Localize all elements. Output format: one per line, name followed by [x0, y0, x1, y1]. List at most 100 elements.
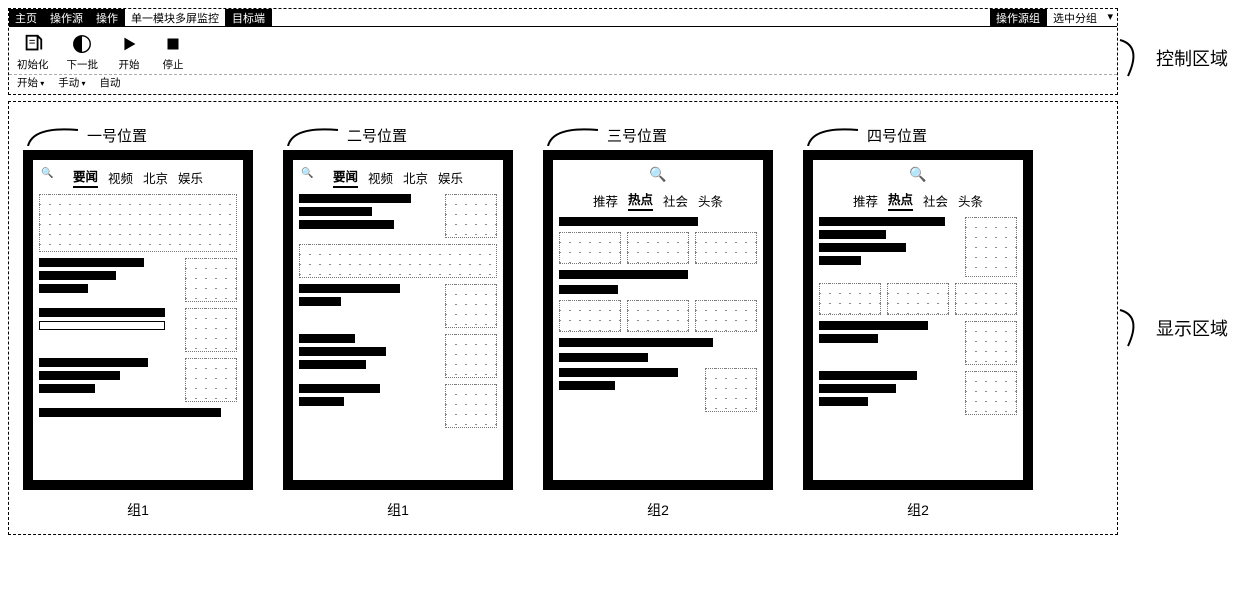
group-2-label-b: 组2 [907, 500, 929, 520]
dev4-search[interactable]: 🔍 [819, 166, 1017, 183]
search-icon[interactable]: 🔍 [301, 168, 313, 179]
text-bar [299, 384, 380, 393]
text-bar [559, 338, 713, 347]
text-bar [299, 360, 366, 369]
dev3-tabs: 推荐 热点 社会 头条 [559, 189, 757, 211]
dev2-tab-2[interactable]: 北京 [403, 168, 428, 187]
tab-active-monitor[interactable]: 单一模块多屏监控 [125, 9, 226, 26]
dev2-tab-0[interactable]: 要闻 [333, 166, 358, 188]
text-bar [559, 217, 698, 226]
dev3-search[interactable]: 🔍 [559, 166, 757, 183]
dev1-hero [39, 194, 237, 252]
text-bar [819, 371, 917, 380]
text-bar [39, 308, 165, 317]
tab-target[interactable]: 目标端 [226, 9, 272, 26]
globe-icon [69, 33, 95, 55]
thumb [185, 308, 237, 352]
thumb [965, 217, 1017, 277]
control-area-callout: 控制区域 [1118, 38, 1228, 78]
thumb [705, 368, 757, 412]
tab-ops[interactable]: 操作 [90, 9, 125, 26]
callout-curve-icon [1118, 38, 1152, 78]
text-bar [299, 207, 372, 216]
thumb [965, 371, 1017, 415]
dev4-tab-3[interactable]: 头条 [958, 191, 983, 210]
dev3-tab-3[interactable]: 头条 [698, 191, 723, 210]
dev3-tab-0[interactable]: 推荐 [593, 191, 618, 210]
slot-1: 一号位置 🔍 要闻 视频 北京 娱乐 [23, 120, 253, 520]
display-area-callout: 显示区域 [1118, 308, 1228, 348]
stop-button[interactable]: 停止 [160, 33, 186, 72]
dev4-tab-2[interactable]: 社会 [923, 191, 948, 210]
tab-strip: 主页 操作源 操作 单一模块多屏监控 目标端 操作源组 选中分组 [9, 9, 1117, 27]
thumb [445, 384, 497, 428]
callout-curve-icon [803, 124, 863, 146]
callout-curve-icon [543, 124, 603, 146]
text-bar [819, 217, 945, 226]
text-bar [39, 258, 144, 267]
thumb [445, 284, 497, 328]
dev3-thumbs-2 [559, 300, 757, 332]
text-bar [39, 321, 165, 330]
device-4: 🔍 推荐 热点 社会 头条 [803, 150, 1033, 490]
mini-auto[interactable]: 自动 [100, 75, 121, 90]
dev1-tab-0[interactable]: 要闻 [73, 166, 98, 188]
text-bar [299, 220, 394, 229]
text-bar [299, 347, 386, 356]
mini-strip: 开始 手动 自动 [9, 74, 1117, 92]
text-bar [819, 321, 928, 330]
dev4-tab-1[interactable]: 热点 [888, 189, 913, 211]
slot-4: 四号位置 🔍 推荐 热点 社会 头条 [803, 120, 1033, 520]
dev3-tab-1[interactable]: 热点 [628, 189, 653, 211]
dev1-tabs: 🔍 要闻 视频 北京 娱乐 [39, 166, 237, 188]
mini-open[interactable]: 开始 [17, 75, 44, 90]
dev4-tab-0[interactable]: 推荐 [853, 191, 878, 210]
tab-source[interactable]: 操作源 [44, 9, 90, 26]
text-bar [39, 271, 116, 280]
text-bar [819, 384, 896, 393]
play-icon [116, 33, 142, 55]
dev2-tab-1[interactable]: 视频 [368, 168, 393, 187]
thumb [445, 334, 497, 378]
dev1-tab-1[interactable]: 视频 [108, 168, 133, 187]
mini-manual[interactable]: 手动 [58, 75, 85, 90]
display-area: 一号位置 🔍 要闻 视频 北京 娱乐 [8, 101, 1118, 535]
device-1: 🔍 要闻 视频 北京 娱乐 [23, 150, 253, 490]
device-row: 一号位置 🔍 要闻 视频 北京 娱乐 [23, 120, 1103, 520]
dev1-tab-3[interactable]: 娱乐 [178, 168, 203, 187]
dev2-wide [299, 244, 497, 278]
group-1-label-a: 组1 [127, 500, 149, 520]
init-button[interactable]: 初始化 [17, 33, 49, 72]
group-dropdown[interactable]: 选中分组 [1046, 9, 1117, 26]
next-batch-button[interactable]: 下一批 [67, 33, 99, 72]
pos-3-label: 三号位置 [607, 125, 667, 146]
text-bar [819, 230, 886, 239]
thumb [445, 194, 497, 238]
document-icon [20, 33, 46, 55]
init-label: 初始化 [17, 57, 49, 72]
start-button[interactable]: 开始 [116, 33, 142, 72]
tab-right-block: 操作源组 [990, 9, 1046, 26]
text-bar [559, 368, 678, 377]
text-bar [819, 334, 878, 343]
display-area-label: 显示区域 [1156, 315, 1228, 341]
search-icon[interactable]: 🔍 [41, 168, 53, 179]
control-area-label: 控制区域 [1156, 45, 1228, 71]
dev1-tab-2[interactable]: 北京 [143, 168, 168, 187]
text-bar [299, 194, 411, 203]
slot-2: 二号位置 🔍 要闻 视频 北京 娱乐 [283, 120, 513, 520]
dev3-tab-2[interactable]: 社会 [663, 191, 688, 210]
text-bar [559, 353, 648, 362]
pos-4-label: 四号位置 [867, 125, 927, 146]
tab-home[interactable]: 主页 [9, 9, 44, 26]
group-1-label-b: 组1 [387, 500, 409, 520]
pos-2-label: 二号位置 [347, 125, 407, 146]
thumb [185, 358, 237, 402]
slot-3: 三号位置 🔍 推荐 热点 社会 头条 [543, 120, 773, 520]
text-bar [39, 358, 148, 367]
text-bar [299, 297, 341, 306]
start-label: 开始 [119, 57, 140, 72]
dev2-tab-3[interactable]: 娱乐 [438, 168, 463, 187]
text-bar [819, 256, 861, 265]
stop-label: 停止 [163, 57, 184, 72]
